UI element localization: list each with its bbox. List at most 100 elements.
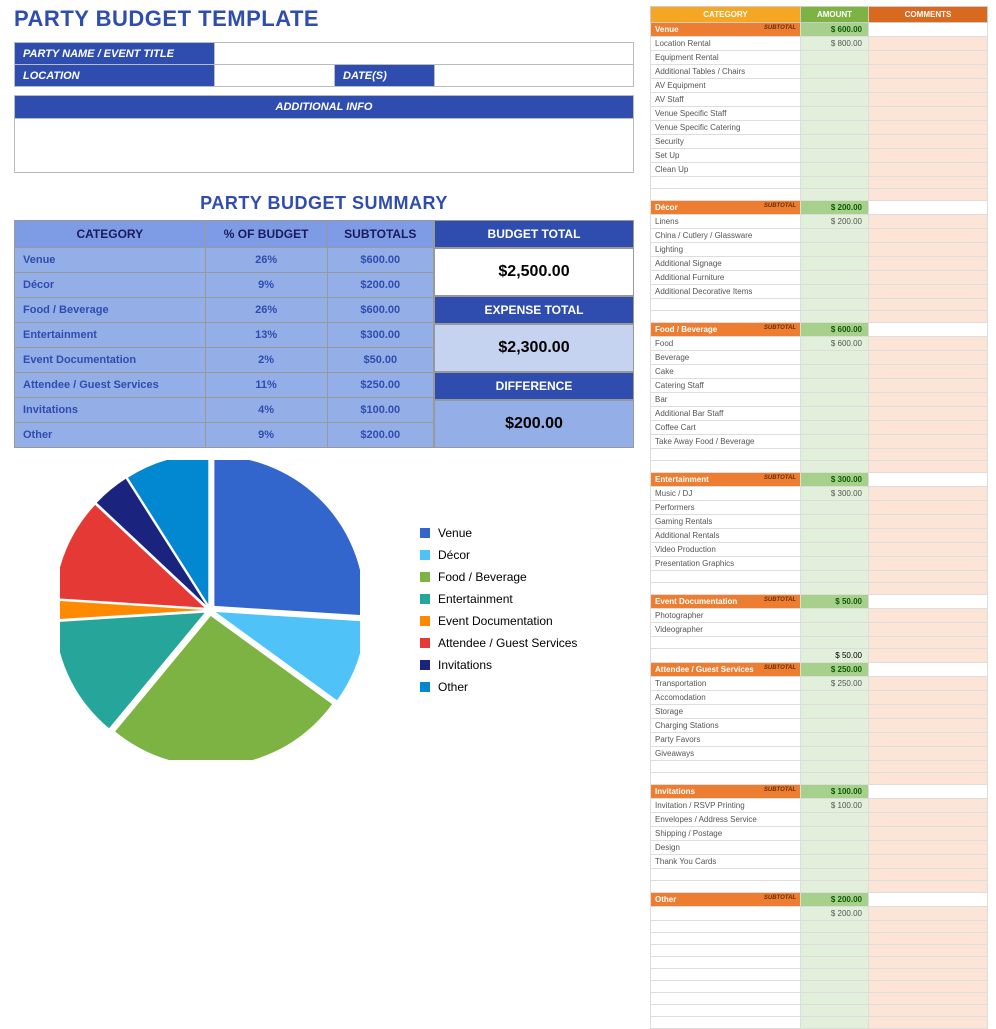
blank-amount[interactable] [801,921,869,933]
item-amount[interactable] [801,543,869,557]
item-comment[interactable] [869,719,988,733]
item-amount[interactable] [801,51,869,65]
item-amount[interactable] [801,407,869,421]
blank-amount[interactable] [801,933,869,945]
section-comment[interactable] [869,201,988,215]
item-comment[interactable] [869,121,988,135]
item-amount[interactable] [801,855,869,869]
item-amount[interactable]: $ 100.00 [801,799,869,813]
item-amount[interactable] [801,691,869,705]
item-comment[interactable] [869,163,988,177]
blank-amount[interactable] [801,869,869,881]
item-amount[interactable] [801,557,869,571]
blank-label[interactable] [651,869,801,881]
blank-label[interactable] [651,649,801,663]
item-comment[interactable] [869,229,988,243]
blank-amount[interactable] [801,571,869,583]
section-comment[interactable] [869,23,988,37]
item-amount[interactable] [801,623,869,637]
blank-label[interactable] [651,957,801,969]
item-amount[interactable] [801,841,869,855]
blank-comment[interactable] [869,449,988,461]
blank-amount[interactable] [801,957,869,969]
item-comment[interactable] [869,841,988,855]
item-comment[interactable] [869,855,988,869]
item-comment[interactable] [869,515,988,529]
blank-amount[interactable] [801,969,869,981]
item-amount[interactable]: $ 250.00 [801,677,869,691]
item-comment[interactable] [869,37,988,51]
blank-comment[interactable] [869,993,988,1005]
item-amount[interactable]: $ 200.00 [801,215,869,229]
item-amount[interactable]: $ 300.00 [801,487,869,501]
blank-label[interactable] [651,583,801,595]
item-comment[interactable] [869,379,988,393]
item-comment[interactable] [869,827,988,841]
item-comment[interactable] [869,799,988,813]
blank-comment[interactable] [869,583,988,595]
additional-info-input[interactable] [14,119,634,173]
item-amount[interactable] [801,421,869,435]
blank-comment[interactable] [869,189,988,201]
blank-label[interactable] [651,761,801,773]
blank-amount[interactable] [801,945,869,957]
item-comment[interactable] [869,557,988,571]
item-comment[interactable] [869,107,988,121]
blank-comment[interactable] [869,177,988,189]
item-comment[interactable] [869,365,988,379]
item-comment[interactable] [869,351,988,365]
item-comment[interactable] [869,93,988,107]
blank-comment[interactable] [869,969,988,981]
section-comment[interactable] [869,893,988,907]
blank-comment[interactable] [869,981,988,993]
item-comment[interactable] [869,257,988,271]
item-comment[interactable] [869,65,988,79]
dates-input[interactable] [435,65,634,87]
item-comment[interactable] [869,79,988,93]
item-amount[interactable] [801,733,869,747]
item-comment[interactable] [869,529,988,543]
blank-label[interactable] [651,461,801,473]
blank-comment[interactable] [869,461,988,473]
blank-amount[interactable] [801,993,869,1005]
blank-amount[interactable] [801,311,869,323]
blank-label[interactable] [651,969,801,981]
item-comment[interactable] [869,543,988,557]
item-comment[interactable] [869,215,988,229]
item-amount[interactable] [801,827,869,841]
blank-amount[interactable] [801,761,869,773]
item-comment[interactable] [869,691,988,705]
blank-label[interactable] [651,177,801,189]
item-amount[interactable] [801,515,869,529]
item-comment[interactable] [869,907,988,921]
item-amount[interactable] [801,121,869,135]
item-amount[interactable] [801,529,869,543]
blank-comment[interactable] [869,869,988,881]
item-amount[interactable] [801,107,869,121]
blank-comment[interactable] [869,1005,988,1017]
item-amount[interactable]: $ 800.00 [801,37,869,51]
blank-label[interactable] [651,449,801,461]
item-amount[interactable] [801,93,869,107]
blank-label[interactable] [651,933,801,945]
blank-label[interactable] [651,945,801,957]
item-amount[interactable] [801,435,869,449]
blank-comment[interactable] [869,311,988,323]
item-amount[interactable] [801,163,869,177]
blank-label[interactable] [651,1017,801,1029]
item-amount[interactable] [801,257,869,271]
blank-comment[interactable] [869,957,988,969]
item-amount[interactable] [801,285,869,299]
blank-comment[interactable] [869,945,988,957]
item-amount[interactable] [801,609,869,623]
blank-comment[interactable] [869,1017,988,1029]
blank-comment[interactable] [869,773,988,785]
item-amount[interactable] [801,79,869,93]
blank-label[interactable] [651,993,801,1005]
section-comment[interactable] [869,663,988,677]
item-comment[interactable] [869,337,988,351]
item-comment[interactable] [869,149,988,163]
blank-comment[interactable] [869,881,988,893]
item-comment[interactable] [869,421,988,435]
item-amount[interactable] [801,351,869,365]
